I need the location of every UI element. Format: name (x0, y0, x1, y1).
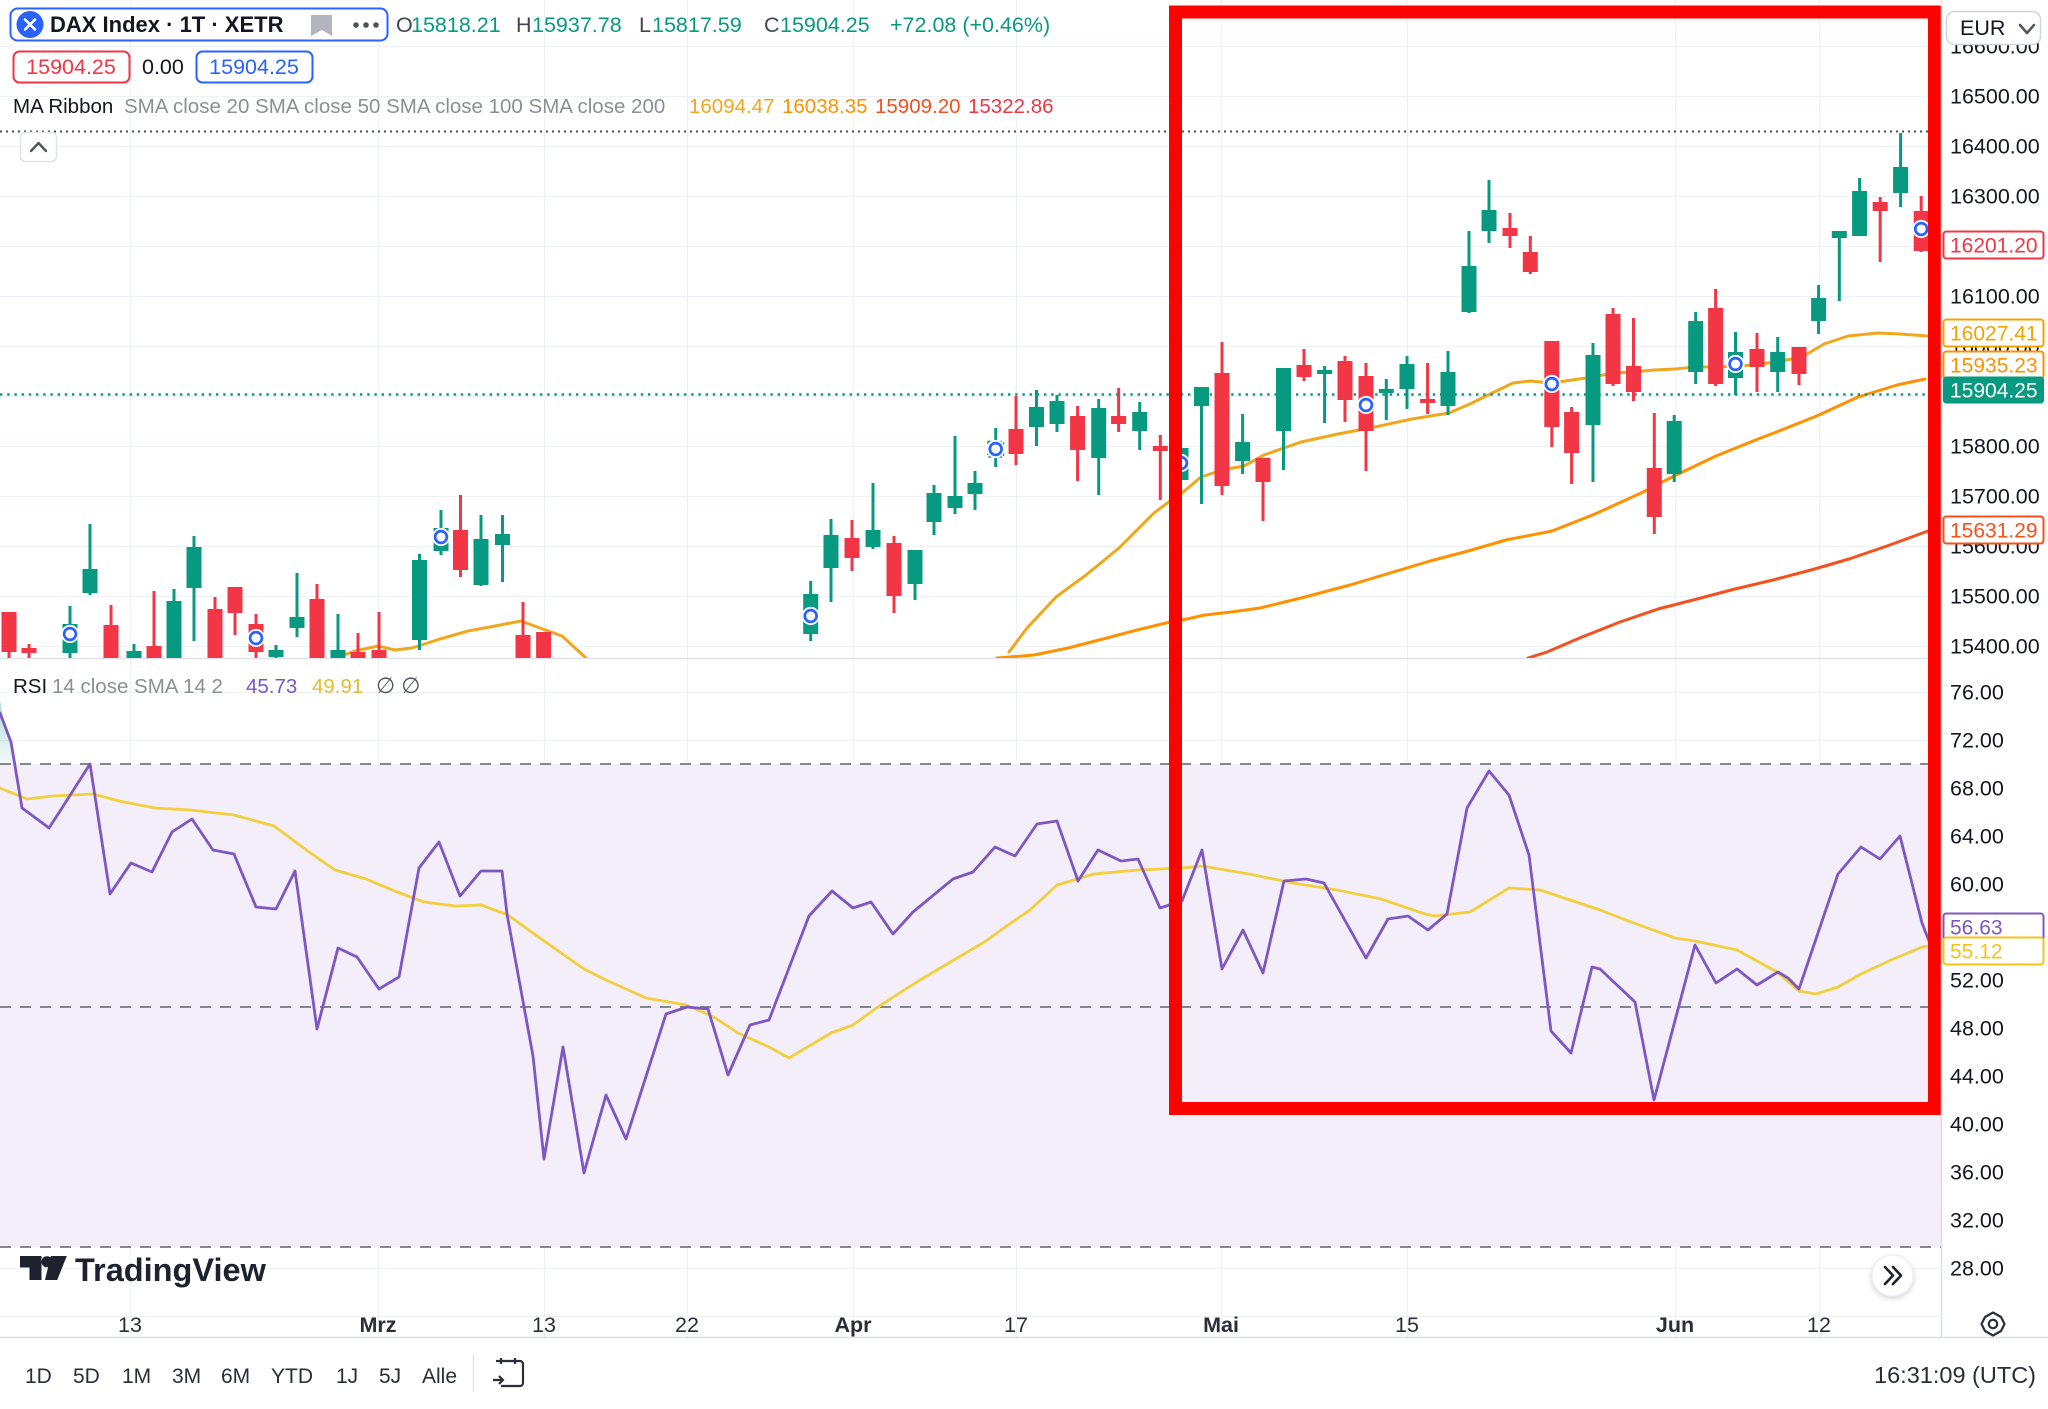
svg-text:15631.29: 15631.29 (1950, 520, 2038, 543)
svg-text:36.00: 36.00 (1950, 1161, 2004, 1185)
svg-text:15322.86: 15322.86 (968, 95, 1054, 118)
svg-text:16201.20: 16201.20 (1950, 235, 2038, 258)
svg-text:60.00: 60.00 (1950, 873, 2004, 897)
svg-text:Jun: Jun (1656, 1313, 1694, 1337)
svg-text:72.00: 72.00 (1950, 729, 2004, 753)
svg-text:TradingView: TradingView (75, 1252, 267, 1288)
svg-text:Mrz: Mrz (359, 1313, 396, 1337)
svg-text:1J: 1J (336, 1365, 358, 1388)
svg-text:14 close SMA 14 2: 14 close SMA 14 2 (52, 675, 223, 698)
svg-text:DAX Index · 1T · XETR: DAX Index · 1T · XETR (50, 12, 284, 37)
svg-text:45.73: 45.73 (246, 675, 297, 698)
svg-text:15904.25: 15904.25 (1950, 380, 2038, 403)
svg-text:12: 12 (1807, 1313, 1831, 1337)
svg-text:49.91: 49.91 (312, 675, 363, 698)
svg-text:16094.47: 16094.47 (689, 95, 775, 118)
svg-text:C: C (764, 13, 780, 37)
svg-text:15904.25: 15904.25 (209, 55, 299, 79)
svg-text:L: L (639, 13, 651, 37)
svg-text:16038.35: 16038.35 (782, 95, 868, 118)
svg-text:0.00: 0.00 (142, 55, 184, 79)
svg-text:15935.23: 15935.23 (1950, 355, 2038, 378)
svg-text:MA Ribbon: MA Ribbon (13, 95, 113, 118)
svg-text:44.00: 44.00 (1950, 1065, 2004, 1089)
svg-text:68.00: 68.00 (1950, 777, 2004, 801)
svg-text:15817.59: 15817.59 (652, 13, 742, 37)
svg-text:Alle: Alle (422, 1365, 457, 1388)
svg-text:52.00: 52.00 (1950, 969, 2004, 993)
svg-text:5J: 5J (379, 1365, 401, 1388)
svg-text:32.00: 32.00 (1950, 1209, 2004, 1233)
svg-text:64.00: 64.00 (1950, 825, 2004, 849)
svg-text:15904.25: 15904.25 (26, 55, 116, 79)
svg-text:55.12: 55.12 (1950, 941, 2003, 964)
svg-text:15937.78: 15937.78 (532, 13, 622, 37)
svg-text:40.00: 40.00 (1950, 1113, 2004, 1137)
svg-text:Mai: Mai (1203, 1313, 1239, 1337)
svg-text:RSI: RSI (13, 675, 47, 698)
svg-text:22: 22 (675, 1313, 699, 1337)
svg-text:15818.21: 15818.21 (411, 13, 501, 37)
svg-text:Apr: Apr (834, 1313, 872, 1337)
svg-text:H: H (516, 13, 532, 37)
svg-text:16027.41: 16027.41 (1950, 323, 2038, 346)
svg-text:15700.00: 15700.00 (1950, 485, 2040, 509)
svg-text:6M: 6M (221, 1365, 250, 1388)
svg-text:13: 13 (118, 1313, 142, 1337)
svg-text:15800.00: 15800.00 (1950, 435, 2040, 459)
svg-text:15904.25: 15904.25 (780, 13, 870, 37)
svg-text:EUR: EUR (1960, 16, 2005, 40)
svg-text:SMA close 20 SMA close 50 SMA: SMA close 20 SMA close 50 SMA close 100 … (124, 95, 665, 118)
svg-text:15500.00: 15500.00 (1950, 585, 2040, 609)
svg-text:16100.00: 16100.00 (1950, 285, 2040, 309)
svg-text:16300.00: 16300.00 (1950, 185, 2040, 209)
svg-text:28.00: 28.00 (1950, 1257, 2004, 1281)
svg-text:5D: 5D (73, 1365, 100, 1388)
svg-text:16500.00: 16500.00 (1950, 85, 2040, 109)
svg-text:3M: 3M (172, 1365, 201, 1388)
svg-text:1D: 1D (25, 1365, 52, 1388)
svg-text:15: 15 (1395, 1313, 1419, 1337)
svg-text:YTD: YTD (271, 1365, 313, 1388)
svg-text:13: 13 (532, 1313, 556, 1337)
svg-text:+72.08 (+0.46%): +72.08 (+0.46%) (890, 13, 1050, 37)
svg-text:O: O (396, 13, 413, 37)
svg-text:76.00: 76.00 (1950, 681, 2004, 705)
svg-text:56.63: 56.63 (1950, 917, 2003, 940)
svg-text:17: 17 (1004, 1313, 1028, 1337)
svg-text:15909.20: 15909.20 (875, 95, 961, 118)
svg-text:48.00: 48.00 (1950, 1017, 2004, 1041)
svg-text:16:31:09 (UTC): 16:31:09 (UTC) (1874, 1362, 2036, 1388)
svg-text:16400.00: 16400.00 (1950, 135, 2040, 159)
svg-text:1M: 1M (122, 1365, 151, 1388)
svg-text:∅ ∅: ∅ ∅ (376, 673, 420, 698)
svg-text:15400.00: 15400.00 (1950, 635, 2040, 659)
